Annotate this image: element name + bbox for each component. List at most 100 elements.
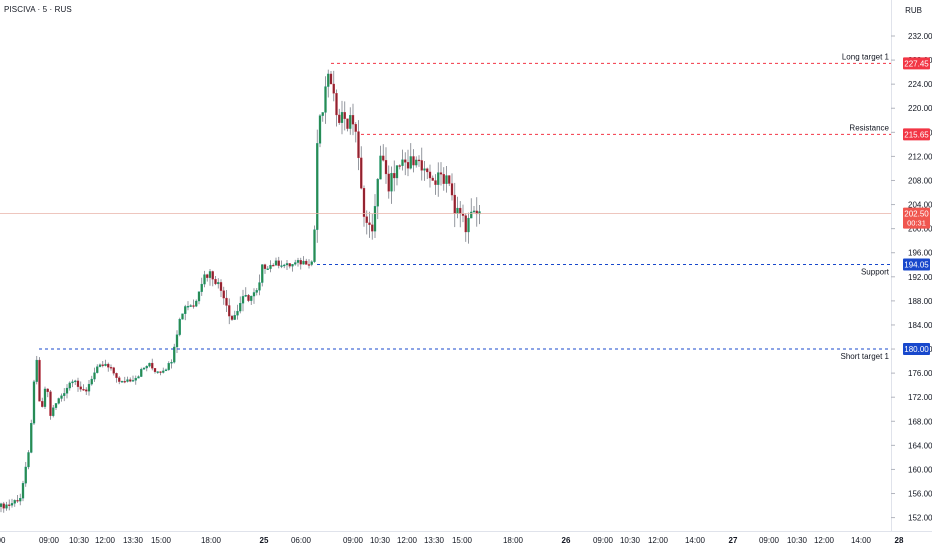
candle-body[interactable] [214,279,217,285]
candle-body[interactable] [368,222,371,225]
candle-body[interactable] [280,265,283,267]
candle-body[interactable] [384,160,388,175]
candle-body[interactable] [354,124,357,132]
candle-body[interactable] [332,83,335,94]
candle-body[interactable] [373,206,377,232]
candle-body[interactable] [316,143,319,230]
candle-body[interactable] [148,362,151,367]
candle-body[interactable] [189,305,192,307]
candle-body[interactable] [54,403,58,408]
candle-body[interactable] [470,211,473,219]
candle-body[interactable] [38,359,41,402]
candle-body[interactable] [376,179,379,207]
symbol-title[interactable]: PISCIVA · 5 · RUS [4,5,72,14]
candle-body[interactable] [230,315,234,320]
candle-body[interactable] [272,264,275,267]
candle-body[interactable] [13,500,16,504]
candle-body[interactable] [134,377,137,381]
candle-body[interactable] [32,381,36,424]
candle-body[interactable] [225,297,228,306]
candle-body[interactable] [21,483,25,499]
candle-body[interactable] [343,112,346,119]
candle-body[interactable] [453,194,456,214]
candle-body[interactable] [404,159,407,163]
candle-body[interactable] [142,367,146,370]
candle-body[interactable] [437,172,440,185]
candle-body[interactable] [96,366,99,373]
candle-body[interactable] [371,224,374,232]
candle-body[interactable] [340,112,344,123]
candle-body[interactable] [472,210,476,213]
candle-body[interactable] [412,156,415,166]
candle-body[interactable] [35,359,38,382]
candle-body[interactable] [208,271,212,278]
candle-body[interactable] [420,160,423,171]
candle-body[interactable] [104,363,107,366]
candle-body[interactable] [76,380,80,387]
candle-body[interactable] [247,295,250,301]
candle-body[interactable] [390,173,393,192]
candle-body[interactable] [357,131,360,159]
candle-body[interactable] [321,112,324,116]
candle-body[interactable] [236,310,239,316]
candle-body[interactable] [426,168,429,173]
candle-body[interactable] [406,162,410,169]
candle-body[interactable] [382,155,385,161]
candle-body[interactable] [8,504,11,506]
candle-body[interactable] [192,305,195,307]
candle-body[interactable] [2,503,5,509]
candle-body[interactable] [118,377,121,382]
candle-body[interactable] [241,296,245,304]
candle-body[interactable] [186,306,190,308]
candle-body[interactable] [349,115,352,129]
candle-body[interactable] [288,263,291,267]
candle-body[interactable] [164,369,168,372]
candle-body[interactable] [173,346,176,363]
candle-body[interactable] [296,260,300,263]
candle-body[interactable] [0,503,3,507]
candle-body[interactable] [423,168,426,171]
candle-body[interactable] [351,115,355,125]
candle-body[interactable] [395,165,399,179]
candle-body[interactable] [137,376,140,379]
candle-body[interactable] [228,305,231,317]
candle-body[interactable] [217,282,220,285]
candle-body[interactable] [464,215,467,233]
candle-body[interactable] [360,157,363,189]
candle-body[interactable] [222,290,225,299]
candle-body[interactable] [49,391,52,416]
candle-body[interactable] [60,395,63,399]
candle-body[interactable] [16,500,19,502]
candle-body[interactable] [324,86,327,113]
candle-body[interactable] [63,393,66,396]
candle-body[interactable] [409,156,412,169]
candle-body[interactable] [120,381,124,383]
candle-body[interactable] [261,264,264,283]
candle-body[interactable] [252,292,256,297]
candle-body[interactable] [329,73,333,85]
candle-body[interactable] [305,260,308,265]
candle-body[interactable] [93,372,96,380]
candle-body[interactable] [362,188,366,217]
candle-body[interactable] [459,207,462,214]
candle-body[interactable] [398,165,401,167]
candle-body[interactable] [178,319,181,335]
candle-body[interactable] [82,389,85,391]
candle-body[interactable] [131,380,135,382]
candle-body[interactable] [109,367,113,369]
candle-body[interactable] [10,503,14,506]
candle-body[interactable] [379,155,382,180]
candle-body[interactable] [140,369,143,377]
candle-body[interactable] [299,260,302,265]
candle-body[interactable] [98,364,102,367]
candle-body[interactable] [195,300,198,307]
candle-body[interactable] [115,373,118,378]
candle-body[interactable] [52,407,55,416]
candle-body[interactable] [450,183,454,196]
candle-body[interactable] [203,274,206,285]
candle-body[interactable] [294,262,297,265]
candle-body[interactable] [269,264,272,269]
candle-body[interactable] [74,380,77,383]
